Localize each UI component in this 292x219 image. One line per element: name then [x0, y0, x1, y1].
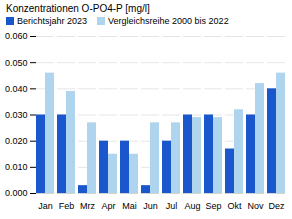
- svg-text:Mrz: Mrz: [80, 201, 95, 211]
- svg-text:0.040: 0.040: [5, 84, 28, 94]
- svg-text:Apr: Apr: [101, 201, 115, 211]
- svg-text:Dez: Dez: [268, 201, 285, 211]
- svg-text:Nov: Nov: [247, 201, 264, 211]
- svg-text:Jan: Jan: [38, 201, 53, 211]
- svg-text:0.050: 0.050: [5, 58, 28, 68]
- html-text:Konzentrationen O-PO4-P [mg/l]: Konzentrationen O-PO4-P [mg/l]: [6, 3, 150, 14]
- svg-text:0.060: 0.060: [5, 31, 28, 41]
- svg-text:Feb: Feb: [59, 201, 75, 211]
- svg-text:0.020: 0.020: [5, 136, 28, 146]
- html-text:Berichtsjahr 2023: Berichtsjahr 2023: [17, 16, 87, 26]
- svg-text:Sep: Sep: [205, 201, 221, 211]
- svg-text:Jul: Jul: [166, 201, 178, 211]
- svg-text:0.030: 0.030: [5, 110, 28, 120]
- html-text:Vergleichsreihe 2000 bis 2022: Vergleichsreihe 2000 bis 2022: [108, 16, 229, 26]
- svg-text:0.000: 0.000: [5, 188, 28, 198]
- svg-text:0.010: 0.010: [5, 162, 28, 172]
- svg-text:Mai: Mai: [122, 201, 137, 211]
- svg-text:Aug: Aug: [184, 201, 200, 211]
- svg-text:Okt: Okt: [227, 201, 242, 211]
- svg-text:Jun: Jun: [143, 201, 158, 211]
